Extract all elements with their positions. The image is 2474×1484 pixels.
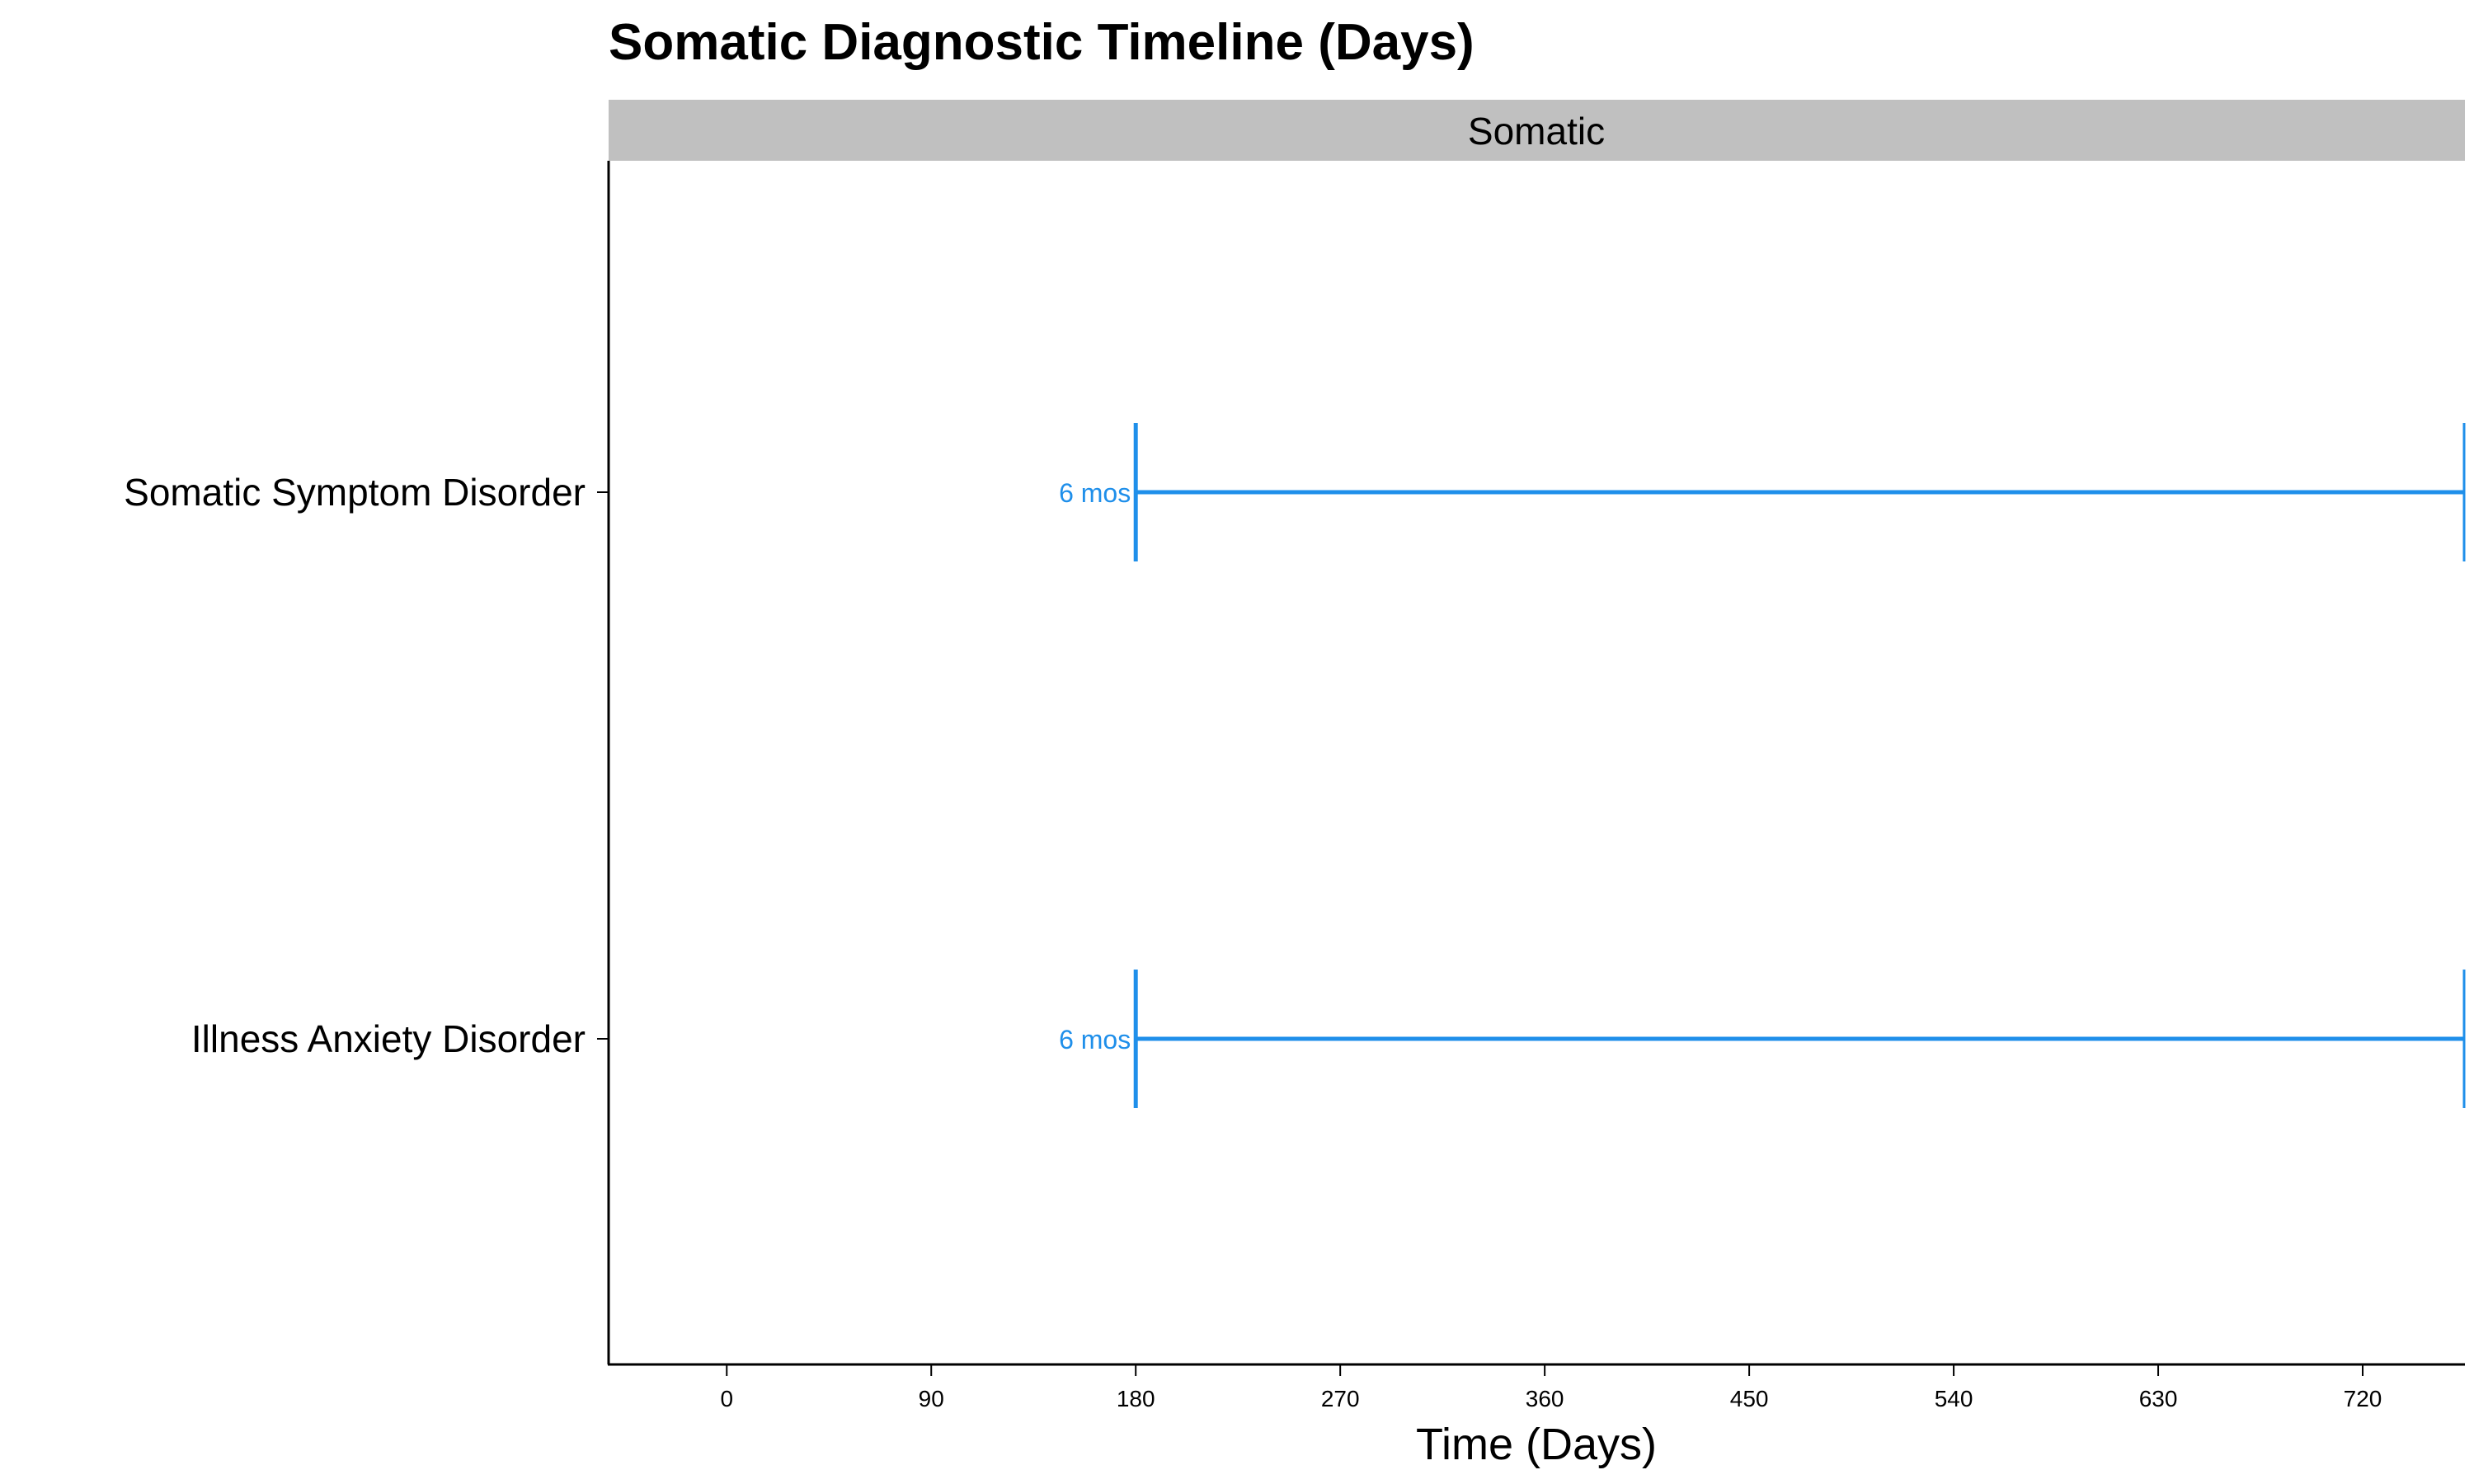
- x-tick-label: 90: [919, 1386, 944, 1411]
- x-tick-label: 720: [2344, 1386, 2382, 1411]
- timeline-duration-label: 6 mos: [1059, 1025, 1131, 1054]
- chart-title: Somatic Diagnostic Timeline (Days): [609, 14, 1475, 71]
- facet-strip-label: Somatic: [1468, 110, 1605, 153]
- x-tick-label: 0: [720, 1386, 733, 1411]
- x-tick-label: 180: [1117, 1386, 1155, 1411]
- timeline-duration-label: 6 mos: [1059, 478, 1131, 508]
- chart-marks: 0 90 180 270 360 450 540 630 720 Somatic Symptom …: [124, 423, 2466, 1411]
- x-tick-label: 450: [1730, 1386, 1769, 1411]
- facet-strip: [609, 100, 2465, 161]
- y-category-label: Illness Anxiety Disorder: [191, 1017, 586, 1060]
- y-category-label: Somatic Symptom Disorder: [124, 471, 586, 514]
- x-tick-label: 540: [1935, 1386, 1973, 1411]
- x-tick-label: 270: [1321, 1386, 1360, 1411]
- x-tick-label: 360: [1526, 1386, 1564, 1411]
- x-tick-label: 630: [2139, 1386, 2178, 1411]
- x-axis-title: Time (Days): [1416, 1420, 1657, 1469]
